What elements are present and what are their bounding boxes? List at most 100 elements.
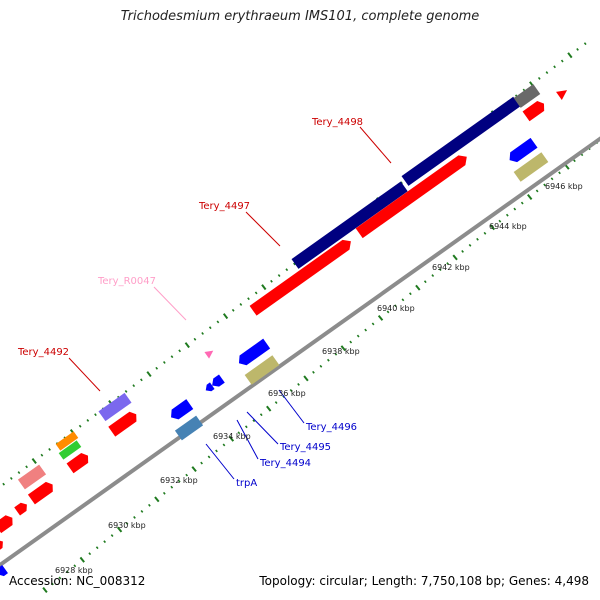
tick-mark: [297, 382, 300, 386]
tick-mark: [78, 424, 82, 428]
tick-mark: [349, 340, 353, 344]
scale-label: 6932 kbp: [160, 476, 198, 485]
tick-mark: [244, 425, 248, 429]
tick-mark: [277, 274, 281, 277]
tick-mark: [545, 71, 549, 75]
scale-label: 6936 kbp: [268, 389, 306, 398]
scale-label: 6930 kbp: [108, 521, 146, 530]
gene-feature-red-small[interactable]: [522, 99, 548, 122]
inner-features: [0, 137, 549, 578]
leader-tery-4497: [245, 211, 281, 247]
tick-mark: [334, 352, 338, 356]
tick-mark: [231, 308, 235, 312]
tick-mark: [73, 564, 77, 568]
tick-mark: [289, 389, 293, 392]
gene-feature-tery-r0047[interactable]: [204, 347, 215, 359]
gene-feature-khaki-4496[interactable]: [244, 355, 280, 385]
gene-feature-red-left-2[interactable]: [0, 513, 16, 534]
tick-mark: [125, 522, 129, 525]
gene-feature-red-arrow[interactable]: [556, 86, 570, 100]
gene-feature-red-66[interactable]: [66, 451, 92, 474]
gene-feature-blue-edge[interactable]: [0, 565, 8, 578]
tick-mark: [401, 298, 405, 302]
label-tery-4497[interactable]: Tery_4497: [198, 201, 250, 212]
tick-mark: [162, 491, 166, 495]
gene-feature-tery-4497[interactable]: [249, 236, 355, 316]
tick-mark: [312, 370, 315, 374]
scale-label: 6928 kbp: [55, 566, 93, 575]
tick-mark: [535, 189, 539, 193]
scale-labels: 6928 kbp 6930 kbp 6932 kbp 6934 kbp 6936…: [55, 182, 583, 575]
tick-mark: [270, 279, 273, 283]
gene-feature-orange[interactable]: [55, 431, 79, 451]
gene-labels: Tery_4498 Tery_4497 Tery_R0047 Tery_4492…: [17, 117, 363, 489]
tick-mark: [51, 582, 54, 586]
label-tery-r0047[interactable]: Tery_R0047: [97, 276, 156, 287]
gene-feature-tery-4495[interactable]: [209, 374, 225, 389]
leader-tery-r0047: [153, 286, 187, 321]
leader-tery-4496: [278, 389, 305, 424]
tick-mark: [476, 237, 479, 241]
gene-feature-trpa[interactable]: [174, 415, 204, 441]
leader-trpa: [205, 443, 235, 480]
tick-mark: [140, 378, 143, 382]
gene-feature-gray[interactable]: [513, 84, 541, 108]
tick-mark: [527, 194, 533, 200]
gene-feature-khaki-6946[interactable]: [513, 152, 549, 182]
gene-feature-tery-4494[interactable]: [203, 382, 215, 393]
gene-feature-tery-4497-outer[interactable]: [291, 181, 408, 269]
label-leaders: [68, 126, 392, 480]
tick-mark: [254, 291, 258, 295]
gene-feature-salmon[interactable]: [17, 464, 47, 490]
tick-mark: [94, 413, 97, 417]
tick-mark: [377, 314, 384, 321]
tick-mark: [185, 473, 189, 477]
gene-feature-red-40[interactable]: [27, 480, 56, 505]
tick-mark: [259, 413, 263, 417]
tick-mark: [216, 320, 220, 324]
tick-mark: [110, 534, 114, 538]
tick-mark: [483, 231, 487, 235]
tick-mark: [560, 59, 564, 63]
tick-mark: [40, 453, 44, 457]
gene-feature-red-4492[interactable]: [108, 409, 139, 437]
tick-mark: [184, 342, 190, 349]
tick-mark: [162, 361, 166, 364]
tick-mark: [191, 466, 197, 473]
leader-tery-4498: [359, 126, 392, 164]
tick-mark: [9, 476, 13, 480]
gene-feature-red-left-3[interactable]: [0, 537, 6, 553]
gene-feature-tery-4496[interactable]: [235, 338, 271, 368]
scale-label: 6934 kbp: [213, 432, 251, 441]
tick-mark: [222, 443, 226, 447]
tick-mark: [228, 435, 235, 442]
tick-mark: [415, 284, 421, 291]
tick-mark: [247, 297, 250, 301]
tick-mark: [170, 355, 174, 359]
tick-mark: [177, 479, 181, 483]
gene-feature-tery-4498-outer[interactable]: [401, 96, 521, 186]
tick-mark: [386, 310, 390, 314]
tick-mark: [237, 431, 241, 435]
gene-feature-green[interactable]: [58, 440, 82, 460]
tick-mark: [553, 65, 556, 69]
leader-tery-4495: [246, 411, 279, 445]
label-trpa[interactable]: trpA: [236, 478, 257, 489]
tick-mark: [86, 418, 90, 422]
leader-tery-4492: [68, 357, 101, 392]
gene-feature-blue-4493[interactable]: [168, 399, 194, 422]
tick-mark: [17, 471, 21, 475]
gene-feature-red-left-1[interactable]: [14, 500, 30, 516]
tick-mark: [274, 401, 278, 405]
label-tery-4492[interactable]: Tery_4492: [17, 347, 69, 358]
gene-feature-tery-4498[interactable]: [355, 152, 471, 239]
gene-feature-tery-4492[interactable]: [98, 392, 132, 422]
tick-mark: [200, 461, 203, 465]
tick-mark: [498, 219, 502, 223]
label-tery-4496[interactable]: Tery_4496: [305, 422, 357, 433]
gene-feature-blue-6946[interactable]: [506, 137, 538, 165]
label-tery-4495[interactable]: Tery_4495: [279, 442, 331, 453]
label-tery-4498[interactable]: Tery_4498: [311, 117, 363, 128]
label-tery-4494[interactable]: Tery_4494: [259, 458, 311, 469]
